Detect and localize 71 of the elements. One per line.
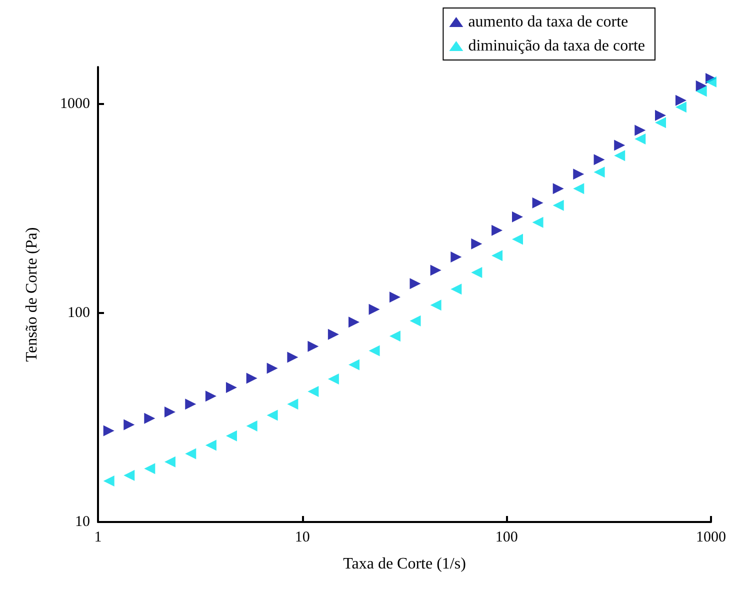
y-tick-label: 1000 xyxy=(60,96,90,112)
x-tick-label: 1000 xyxy=(696,530,726,546)
point xyxy=(246,372,258,384)
x-tick-label: 1 xyxy=(94,530,102,546)
point xyxy=(471,267,482,278)
x-tick-label: 100 xyxy=(495,530,518,546)
point xyxy=(185,448,196,460)
point xyxy=(368,345,380,356)
point xyxy=(246,420,258,432)
point xyxy=(164,456,176,468)
legend-label: aumento da taxa de corte xyxy=(468,14,628,30)
point xyxy=(226,382,237,393)
point xyxy=(696,80,707,92)
point xyxy=(614,140,626,151)
point xyxy=(266,410,278,421)
point xyxy=(573,183,584,194)
point xyxy=(348,359,360,370)
point xyxy=(654,110,666,121)
point xyxy=(654,117,666,128)
point xyxy=(103,476,114,487)
point xyxy=(308,386,319,397)
point xyxy=(205,440,216,451)
point xyxy=(287,398,298,410)
point xyxy=(634,124,646,136)
point xyxy=(512,234,524,245)
point xyxy=(471,238,482,250)
point xyxy=(287,352,298,363)
point xyxy=(410,278,421,290)
point xyxy=(696,86,707,97)
point xyxy=(532,216,544,228)
point xyxy=(532,197,544,208)
point xyxy=(185,398,196,410)
x-axis-title: Taxa de Corte (1/s) xyxy=(343,556,466,572)
point xyxy=(512,211,524,222)
point xyxy=(410,315,421,326)
point xyxy=(103,425,114,436)
point xyxy=(594,154,605,166)
point xyxy=(675,94,686,106)
y-axis-title: Tensão de Corte (Pa) xyxy=(24,227,40,362)
point xyxy=(450,284,462,295)
x-tick-label: 10 xyxy=(294,530,310,546)
point xyxy=(552,200,564,211)
point xyxy=(573,168,584,180)
point xyxy=(348,316,360,328)
point xyxy=(675,102,686,113)
point xyxy=(124,419,135,430)
point xyxy=(552,183,564,194)
point xyxy=(594,166,605,178)
point xyxy=(266,362,278,374)
point xyxy=(450,252,462,263)
y-tick-label: 100 xyxy=(68,304,90,321)
point xyxy=(389,330,400,342)
point xyxy=(614,150,626,162)
point xyxy=(308,340,319,352)
point xyxy=(164,406,176,418)
point xyxy=(368,304,380,315)
point xyxy=(430,300,442,311)
point xyxy=(389,292,400,303)
point xyxy=(492,224,503,236)
point xyxy=(634,133,646,144)
point xyxy=(492,250,503,262)
point xyxy=(328,373,339,384)
point xyxy=(144,412,156,424)
point xyxy=(430,264,442,276)
point xyxy=(226,430,237,442)
point xyxy=(124,470,135,481)
point xyxy=(205,390,216,402)
legend-label: diminuição da taxa de corte xyxy=(468,38,645,54)
point xyxy=(328,328,339,340)
point xyxy=(144,463,156,474)
y-tick-label: 10 xyxy=(75,514,90,530)
